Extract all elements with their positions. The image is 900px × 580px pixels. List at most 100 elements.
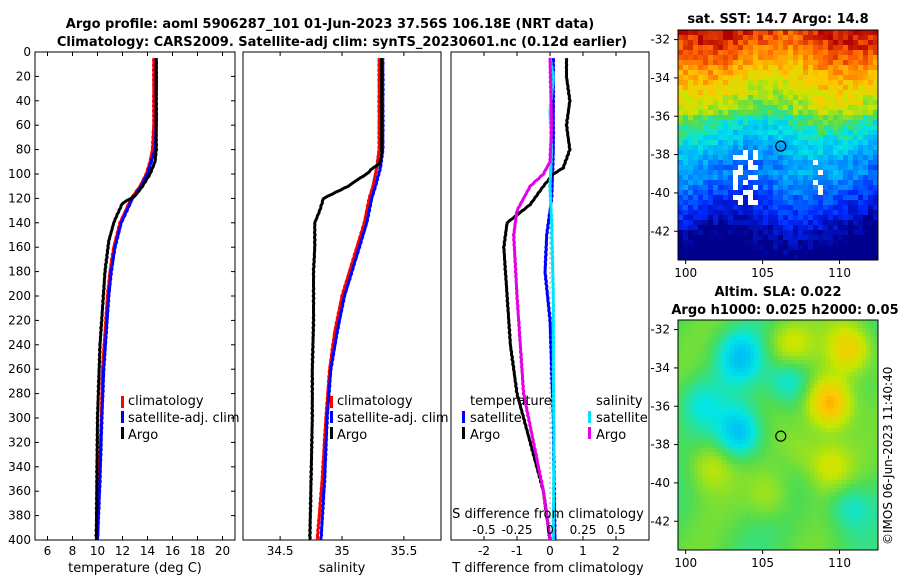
heatmap-cell [750, 540, 755, 545]
heatmap-cell [834, 336, 839, 341]
heatmap-cell [862, 508, 867, 513]
heatmap-cell [806, 512, 811, 517]
heatmap-cell [814, 352, 819, 357]
heatmap-cell [718, 496, 723, 501]
heatmap-cell [828, 165, 834, 171]
heatmap-cell [853, 100, 859, 106]
heatmap-cell [823, 90, 829, 96]
heatmap-cell [753, 30, 759, 36]
heatmap-cell [718, 60, 724, 66]
heatmap-cell [754, 376, 759, 381]
heatmap-cell [833, 35, 839, 41]
heatmap-cell [718, 408, 723, 413]
heatmap-cell [690, 412, 695, 417]
heatmap-cell [826, 396, 831, 401]
heatmap-cell [858, 165, 864, 171]
heatmap-cell [873, 190, 878, 196]
heatmap-cell [798, 170, 804, 176]
x-tick-label: 20 [215, 544, 230, 558]
heatmap-cell [868, 245, 874, 251]
heatmap-cell [728, 75, 734, 81]
heatmap-cell [766, 544, 771, 549]
heatmap-cell [798, 40, 804, 46]
heatmap-cell [842, 540, 847, 545]
heatmap-cell [866, 528, 871, 533]
heatmap-cell [846, 328, 851, 333]
heatmap-cell [722, 488, 727, 493]
heatmap-cell [843, 170, 849, 176]
heatmap-cell [822, 512, 827, 517]
heatmap-cell [763, 180, 769, 186]
heatmap-cell [678, 488, 683, 493]
heatmap-cell [853, 110, 859, 116]
heatmap-cell [786, 500, 791, 505]
heatmap-cell [802, 508, 807, 513]
heatmap-cell [843, 130, 849, 136]
heatmap-cell [768, 95, 774, 101]
heatmap-cell [790, 412, 795, 417]
heatmap-cell [818, 432, 823, 437]
heatmap-cell [828, 150, 834, 156]
heatmap-cell [768, 110, 774, 116]
heatmap-cell [774, 472, 779, 477]
heatmap-cell [790, 480, 795, 485]
heatmap-cell [853, 165, 859, 171]
heatmap-cell [858, 436, 863, 441]
heatmap-cell [738, 140, 744, 146]
heatmap-cell [838, 105, 844, 111]
heatmap-cell [718, 70, 724, 76]
heatmap-cell [774, 484, 779, 489]
heatmap-cell [786, 548, 791, 550]
heatmap-cell [858, 356, 863, 361]
heatmap-cell [866, 424, 871, 429]
heatmap-cell [778, 524, 783, 529]
heatmap-cell [742, 504, 747, 509]
heatmap-cell [810, 384, 815, 389]
heatmap-cell [730, 452, 735, 457]
heatmap-cell [710, 396, 715, 401]
heatmap-cell [823, 150, 829, 156]
legend-swatch-satellite-adj [330, 411, 333, 423]
heatmap-cell [678, 456, 683, 461]
heatmap-cell [813, 45, 819, 51]
heatmap-cell [830, 428, 835, 433]
heatmap-cell [750, 340, 755, 345]
heatmap-cell [678, 320, 683, 325]
heatmap-cell [828, 130, 834, 136]
heatmap-cell [708, 235, 714, 241]
heatmap-cell [774, 492, 779, 497]
heatmap-cell [686, 320, 691, 325]
heatmap-cell [726, 480, 731, 485]
heatmap-cell [718, 412, 723, 417]
heatmap-cell [846, 512, 851, 517]
heatmap-cell [846, 504, 851, 509]
heatmap-cell [783, 235, 789, 241]
heatmap-cell [874, 348, 878, 353]
heatmap-cell [834, 480, 839, 485]
heatmap-cell [826, 428, 831, 433]
heatmap-cell [714, 320, 719, 325]
heatmap-cell [846, 484, 851, 489]
heatmap-cell [746, 540, 751, 545]
heatmap-cell [830, 528, 835, 533]
heatmap-cell [718, 548, 723, 550]
heatmap-cell [818, 352, 823, 357]
heatmap-cell [734, 472, 739, 477]
heatmap-cell [830, 512, 835, 517]
heatmap-cell [782, 332, 787, 337]
heatmap-cell [758, 255, 764, 260]
heatmap-cell [690, 348, 695, 353]
heatmap-cell [718, 528, 723, 533]
heatmap-cell [778, 105, 784, 111]
heatmap-cell [766, 532, 771, 537]
heatmap-cell [758, 352, 763, 357]
heatmap-cell [848, 35, 854, 41]
heatmap-cell [766, 372, 771, 377]
heatmap-cell [683, 230, 689, 236]
heatmap-cell [818, 145, 824, 151]
heatmap-cell [688, 50, 694, 56]
heatmap-cell [846, 352, 851, 357]
heatmap-cell [788, 200, 794, 206]
heatmap-cell [870, 344, 875, 349]
heatmap-cell [802, 476, 807, 481]
